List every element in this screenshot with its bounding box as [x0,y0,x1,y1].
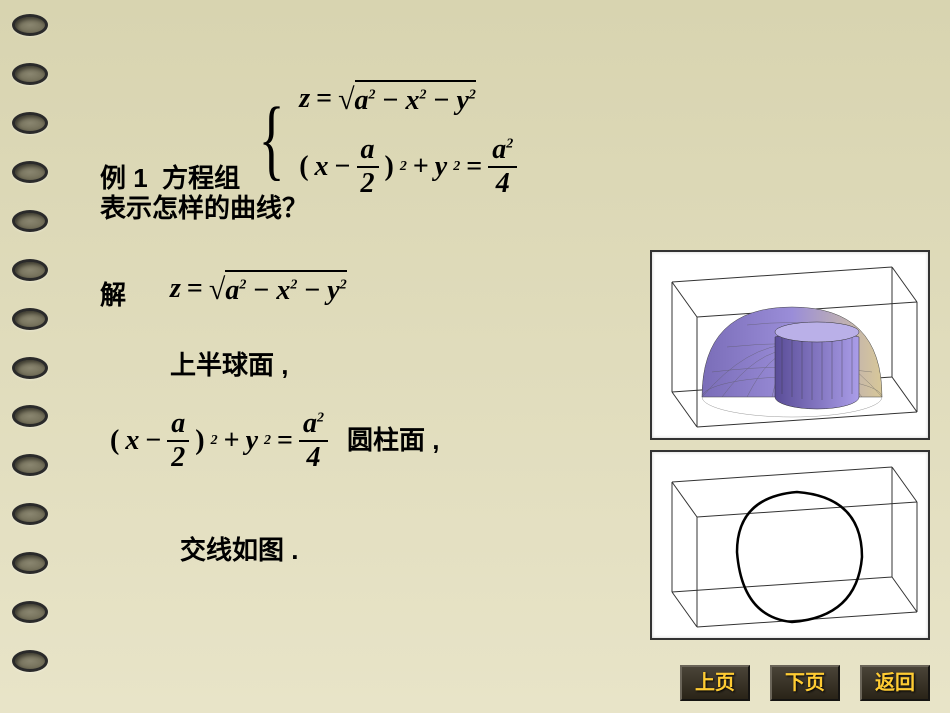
next-button[interactable]: 下页 [770,665,840,701]
spiral-hole-icon [12,552,48,574]
spiral-hole-icon [12,503,48,525]
figure-2 [650,450,930,640]
desc-intersection: 交线如图 . [180,530,298,567]
left-brace-icon: { [259,108,285,171]
spiral-hole-icon [12,14,48,36]
spiral-hole-icon [12,161,48,183]
solution-eq1: z = a2 − x2 − y2 [170,270,347,308]
spiral-binding [0,0,60,713]
figure-1 [650,250,930,440]
spiral-hole-icon [12,63,48,85]
spiral-hole-icon [12,650,48,672]
spiral-hole-icon [12,601,48,623]
viviani-curve-icon [652,452,928,638]
equation-2: (x − a2 )2 + y2 = a24 [299,136,517,198]
spiral-hole-icon [12,357,48,379]
question-text: 表示怎样的曲线？ [100,188,308,225]
spiral-hole-icon [12,454,48,476]
desc-hemisphere: 上半球面 , [170,345,288,382]
system-brace: { z = a2 − x2 − y2 (x − a2 [250,80,517,198]
solution-label: 解 [100,275,126,312]
equation-1: z = a2 − x2 − y2 [299,80,517,118]
spiral-hole-icon [12,405,48,427]
spiral-hole-icon [12,112,48,134]
prev-button[interactable]: 上页 [680,665,750,701]
desc-cylinder: 圆柱面 , [347,425,439,456]
spiral-hole-icon [12,259,48,281]
solution-eq2: (x − a2 )2 + y2 = a24 圆柱面 , [110,410,439,472]
spiral-hole-icon [12,210,48,232]
hemisphere-cylinder-icon [652,252,928,438]
back-button[interactable]: 返回 [860,665,930,701]
spiral-hole-icon [12,308,48,330]
nav-buttons: 上页 下页 返回 [680,665,930,701]
